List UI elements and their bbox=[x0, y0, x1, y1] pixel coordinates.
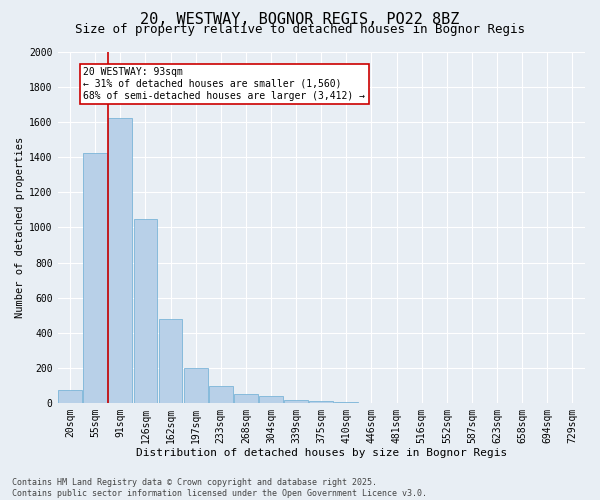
Bar bbox=[209, 386, 233, 403]
Text: 20, WESTWAY, BOGNOR REGIS, PO22 8BZ: 20, WESTWAY, BOGNOR REGIS, PO22 8BZ bbox=[140, 12, 460, 26]
Bar bbox=[109, 118, 132, 403]
Bar bbox=[359, 402, 383, 403]
Y-axis label: Number of detached properties: Number of detached properties bbox=[15, 136, 25, 318]
Text: Size of property relative to detached houses in Bognor Regis: Size of property relative to detached ho… bbox=[75, 24, 525, 36]
Bar bbox=[58, 390, 82, 403]
Bar bbox=[158, 319, 182, 403]
Text: Contains HM Land Registry data © Crown copyright and database right 2025.
Contai: Contains HM Land Registry data © Crown c… bbox=[12, 478, 427, 498]
Bar bbox=[259, 396, 283, 403]
Bar bbox=[83, 154, 107, 403]
Bar bbox=[134, 218, 157, 403]
Bar bbox=[334, 402, 358, 403]
Bar bbox=[284, 400, 308, 403]
Bar bbox=[234, 394, 258, 403]
Bar bbox=[184, 368, 208, 403]
Text: 20 WESTWAY: 93sqm
← 31% of detached houses are smaller (1,560)
68% of semi-detac: 20 WESTWAY: 93sqm ← 31% of detached hous… bbox=[83, 68, 365, 100]
X-axis label: Distribution of detached houses by size in Bognor Regis: Distribution of detached houses by size … bbox=[136, 448, 507, 458]
Bar bbox=[310, 402, 333, 403]
